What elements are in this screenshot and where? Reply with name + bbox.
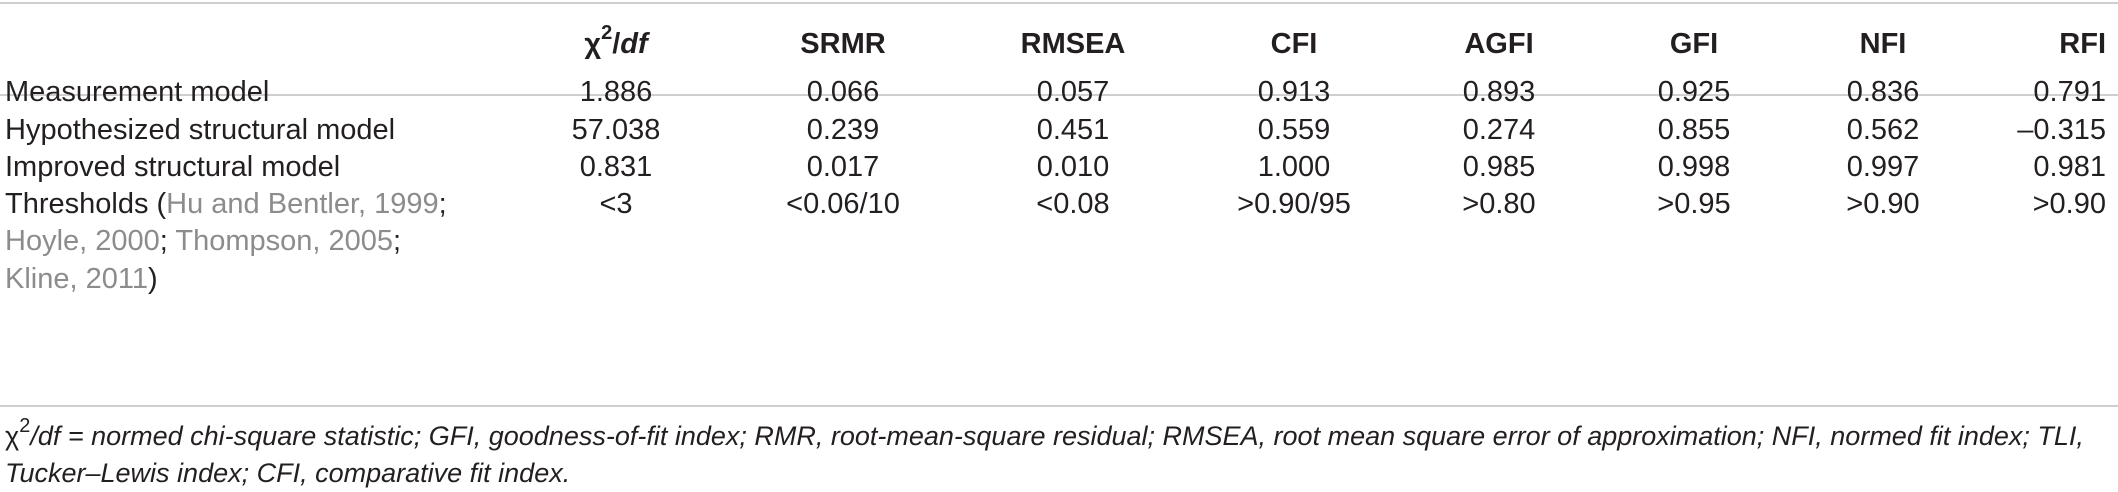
- citation-separator: ;: [438, 188, 447, 220]
- chi-superscript: 2: [601, 22, 613, 45]
- header-rmsea: RMSEA: [1020, 28, 1126, 60]
- table-cell: 0.017: [806, 151, 880, 183]
- table-cell: 1.886: [579, 76, 653, 108]
- chi-df: df: [620, 28, 648, 60]
- header-gfi: GFI: [1669, 28, 1719, 60]
- table-cell: 0.066: [806, 76, 880, 108]
- header-nfi: NFI: [1859, 28, 1907, 60]
- header-agfi: AGFI: [1464, 28, 1534, 60]
- table-cell: 0.893: [1462, 76, 1536, 108]
- citation-kline[interactable]: Kline, 2011: [5, 263, 148, 295]
- row-label-measurement: Measurement model: [5, 76, 270, 108]
- citation-thompson[interactable]: Thompson, 2005: [175, 225, 394, 257]
- header-srmr: SRMR: [800, 28, 886, 60]
- table-cell: 0.274: [1462, 114, 1536, 146]
- table-cell: 0.562: [1846, 114, 1920, 146]
- table-cell: <0.08: [1036, 188, 1110, 220]
- table-cell: >0.80: [1462, 188, 1536, 220]
- table-cell: 0.998: [1657, 151, 1731, 183]
- thresholds-label-line-2: Hoyle, 2000; Thompson, 2005;: [5, 223, 401, 259]
- table-cell: >0.90: [2032, 188, 2106, 220]
- citation-separator: ;: [159, 225, 176, 257]
- thresholds-label-line-3: Kline, 2011): [5, 261, 158, 297]
- table-footnote: χ2/df = normed chi-square statistic; GFI…: [5, 415, 2105, 492]
- table-cell: >0.90: [1846, 188, 1920, 220]
- table-cell: 0.451: [1036, 114, 1110, 146]
- citation-hu-bentler[interactable]: Hu and Bentler, 1999: [166, 188, 439, 220]
- table-cell: 1.000: [1257, 151, 1331, 183]
- table-cell: 0.831: [579, 151, 653, 183]
- table-cell: 0.913: [1257, 76, 1331, 108]
- table-cell: 0.057: [1036, 76, 1110, 108]
- chi-slash: /: [612, 28, 621, 60]
- table-cell: <3: [599, 188, 633, 220]
- table-cell: >0.95: [1657, 188, 1731, 220]
- table-cell: 0.559: [1257, 114, 1331, 146]
- table-cell: 0.925: [1657, 76, 1731, 108]
- table-cell: 0.985: [1462, 151, 1536, 183]
- table-top-rule: [0, 2, 2118, 4]
- table-cell: 0.239: [806, 114, 880, 146]
- table-cell: 0.010: [1036, 151, 1110, 183]
- table-cell: 0.836: [1846, 76, 1920, 108]
- header-rfi: RFI: [2059, 28, 2106, 60]
- row-label-thresholds: Thresholds (Hu and Bentler, 1999;: [5, 186, 447, 222]
- thresholds-close-paren: ): [147, 263, 158, 295]
- row-label-hypothesized: Hypothesized structural model: [5, 114, 396, 146]
- table-header-rule: [0, 94, 2118, 96]
- table-cell: 0.997: [1846, 151, 1920, 183]
- table-cell: 0.981: [2033, 151, 2106, 183]
- header-cfi: CFI: [1270, 28, 1318, 60]
- table-cell: –0.315: [2017, 114, 2106, 146]
- table-cell: 0.791: [2033, 76, 2106, 108]
- thresholds-prefix: Thresholds (: [5, 188, 167, 220]
- footnote-text: /df = normed chi-square statistic; GFI, …: [5, 421, 2084, 488]
- table-cell: 57.038: [571, 114, 661, 146]
- table-cell: 0.855: [1657, 114, 1731, 146]
- table-bottom-rule: [0, 405, 2118, 407]
- footnote-chi-symbol: χ: [5, 421, 20, 451]
- citation-separator: ;: [393, 225, 402, 257]
- citation-hoyle[interactable]: Hoyle, 2000: [5, 225, 160, 257]
- row-label-improved: Improved structural model: [5, 151, 341, 183]
- chi-symbol: χ: [584, 28, 602, 60]
- footnote-chi-superscript: 2: [19, 415, 31, 437]
- table-cell: >0.90/95: [1237, 188, 1351, 220]
- header-chi-square-df: χ2/df: [584, 23, 648, 62]
- table-cell: <0.06/10: [786, 188, 900, 220]
